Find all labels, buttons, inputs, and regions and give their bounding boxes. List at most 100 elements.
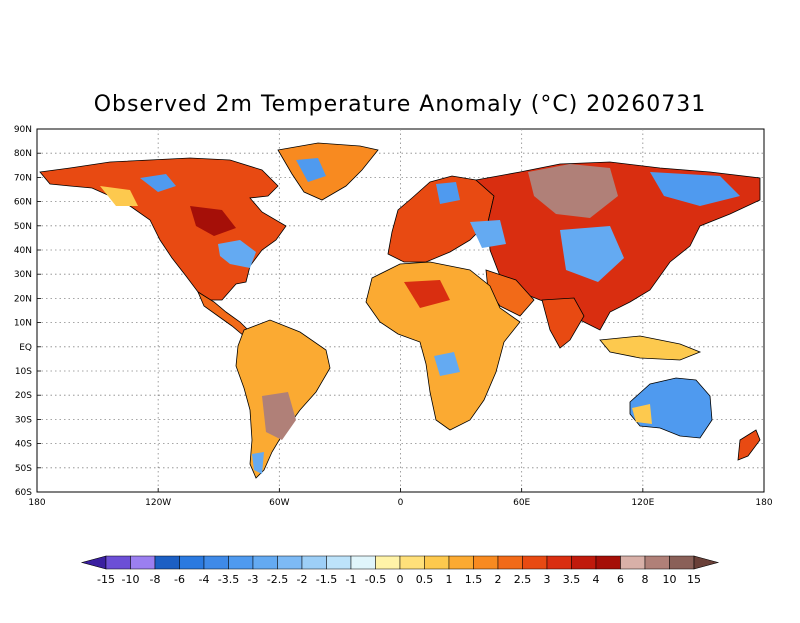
colorbar-swatch (522, 555, 548, 570)
na-cool-patch-2 (140, 174, 176, 192)
colorbar-swatch (375, 555, 401, 570)
lat-tick-label: 10S (15, 367, 32, 377)
colorbar (80, 555, 720, 570)
colorbar-max-arrow (693, 555, 720, 570)
colorbar-swatch (669, 555, 695, 570)
greenland (277, 142, 379, 201)
sa-extreme-patch (262, 392, 296, 440)
lon-tick-label: 120W (145, 498, 171, 508)
colorbar-tick-label: -8 (150, 573, 161, 586)
colorbar-swatch (301, 555, 327, 570)
colorbar-swatch (179, 555, 205, 570)
na-cool-patch (218, 240, 256, 268)
colorbar-labels: -15 -10 -8 -6 -4 -3.5 -3 -2.5 -2 -1.5 -1 -0.5 0 0.5 1 1… (97, 573, 701, 586)
colorbar-tick-label: 3.5 (563, 573, 581, 586)
colorbar-tick-label: 8 (642, 573, 649, 586)
lon-tick-label: 120E (631, 498, 654, 508)
colorbar-swatch (399, 555, 425, 570)
colorbar-tick-label: 3 (544, 573, 551, 586)
lat-tick-label: 30S (15, 415, 32, 425)
lat-tick-label: 90N (14, 125, 32, 135)
colorbar-swatch (252, 555, 278, 570)
colorbar-tick-label: 1.5 (465, 573, 483, 586)
colorbar-tick-label: 15 (687, 573, 701, 586)
colorbar-swatch (473, 555, 499, 570)
lat-tick-label: 20N (14, 294, 32, 304)
colorbar-swatch (105, 555, 131, 570)
india (541, 297, 585, 349)
na-hot-patch (190, 206, 236, 236)
colorbar-tick-label: -2.5 (267, 573, 288, 586)
new-zealand (737, 429, 761, 461)
colorbar-swatch (203, 555, 229, 570)
colorbar-tick-label: 0.5 (416, 573, 434, 586)
colorbar-tick-label: -3 (248, 573, 259, 586)
colorbar-tick-label: 1 (446, 573, 453, 586)
lon-tick-label: 0 (398, 498, 404, 508)
colorbar-tick-label: 2.5 (514, 573, 532, 586)
colorbar-tick-label: -1.5 (316, 573, 337, 586)
map-title: Observed 2m Temperature Anomaly (°C) 202… (93, 92, 707, 117)
colorbar-swatch (595, 555, 621, 570)
lat-tick-label: 40N (14, 246, 32, 256)
colorbar-tick-label: -2 (297, 573, 308, 586)
africa (365, 261, 521, 431)
colorbar-tick-label: -0.5 (365, 573, 386, 586)
colorbar-min-arrow (80, 555, 107, 570)
lat-tick-label: 10N (14, 319, 32, 329)
africa-cool-patch (434, 352, 460, 376)
colorbar-tick-label: 6 (617, 573, 624, 586)
africa-hot-patch (404, 280, 450, 308)
lat-tick-label: 50N (14, 222, 32, 232)
lon-tick-label: 60E (513, 498, 530, 508)
colorbar-swatch (424, 555, 450, 570)
na-warm-patch (100, 186, 138, 206)
colorbar-tick-label: -1 (346, 573, 357, 586)
colorbar-swatch (326, 555, 352, 570)
colorbar-tick-label: -15 (97, 573, 115, 586)
colorbar-swatch (350, 555, 376, 570)
colorbar-tick-label: 10 (663, 573, 677, 586)
colorbar-swatch (448, 555, 474, 570)
lat-tick-label: 70N (14, 173, 32, 183)
longitude-labels: 180 120W 60W 0 60E 120E 180 (28, 488, 773, 508)
sa-cool-patch (252, 452, 264, 474)
colorbar-tick-label: -6 (174, 573, 185, 586)
latitude-labels: 90N 80N 70N 60N 50N 40N 30N 20N 10N EQ 10S 20S 30S 40… (14, 125, 41, 498)
colorbar-swatch (571, 555, 597, 570)
colorbar-swatch (644, 555, 670, 570)
lat-tick-label: 40S (15, 440, 32, 450)
lat-tick-label: EQ (19, 343, 32, 353)
east-siberia-cool-patch (650, 172, 740, 206)
se-asia-islands (599, 335, 702, 361)
lat-tick-label: 60N (14, 198, 32, 208)
colorbar-tick-label: 0 (397, 573, 404, 586)
lat-tick-label: 30N (14, 270, 32, 280)
caspian-cool-patch (470, 220, 506, 248)
lon-tick-label: 60W (269, 498, 289, 508)
colorbar-tick-label: -4 (199, 573, 210, 586)
land-anomaly-layer (39, 142, 761, 479)
greenland-cool-patch (296, 158, 326, 182)
colorbar-tick-label: -3.5 (218, 573, 239, 586)
lon-tick-label: 180 (755, 498, 772, 508)
lon-tick-label: 180 (28, 498, 45, 508)
lat-tick-label: 50S (15, 464, 32, 474)
siberia-extreme-patch (528, 164, 618, 218)
colorbar-swatch (620, 555, 646, 570)
lat-tick-label: 20S (15, 391, 32, 401)
colorbar-tick-label: 4 (593, 573, 600, 586)
eu-cool-patch (436, 182, 460, 204)
colorbar-swatch (277, 555, 303, 570)
colorbar-tick-label: 2 (495, 573, 502, 586)
lat-tick-label: 80N (14, 149, 32, 159)
asia-cool-patch (560, 226, 624, 282)
colorbar-tick-label: -10 (122, 573, 140, 586)
colorbar-swatch (154, 555, 180, 570)
colorbar-swatch (228, 555, 254, 570)
colorbar-swatch (497, 555, 523, 570)
colorbar-swatch (130, 555, 156, 570)
colorbar-swatch (546, 555, 572, 570)
lat-tick-label: 60S (15, 488, 32, 498)
